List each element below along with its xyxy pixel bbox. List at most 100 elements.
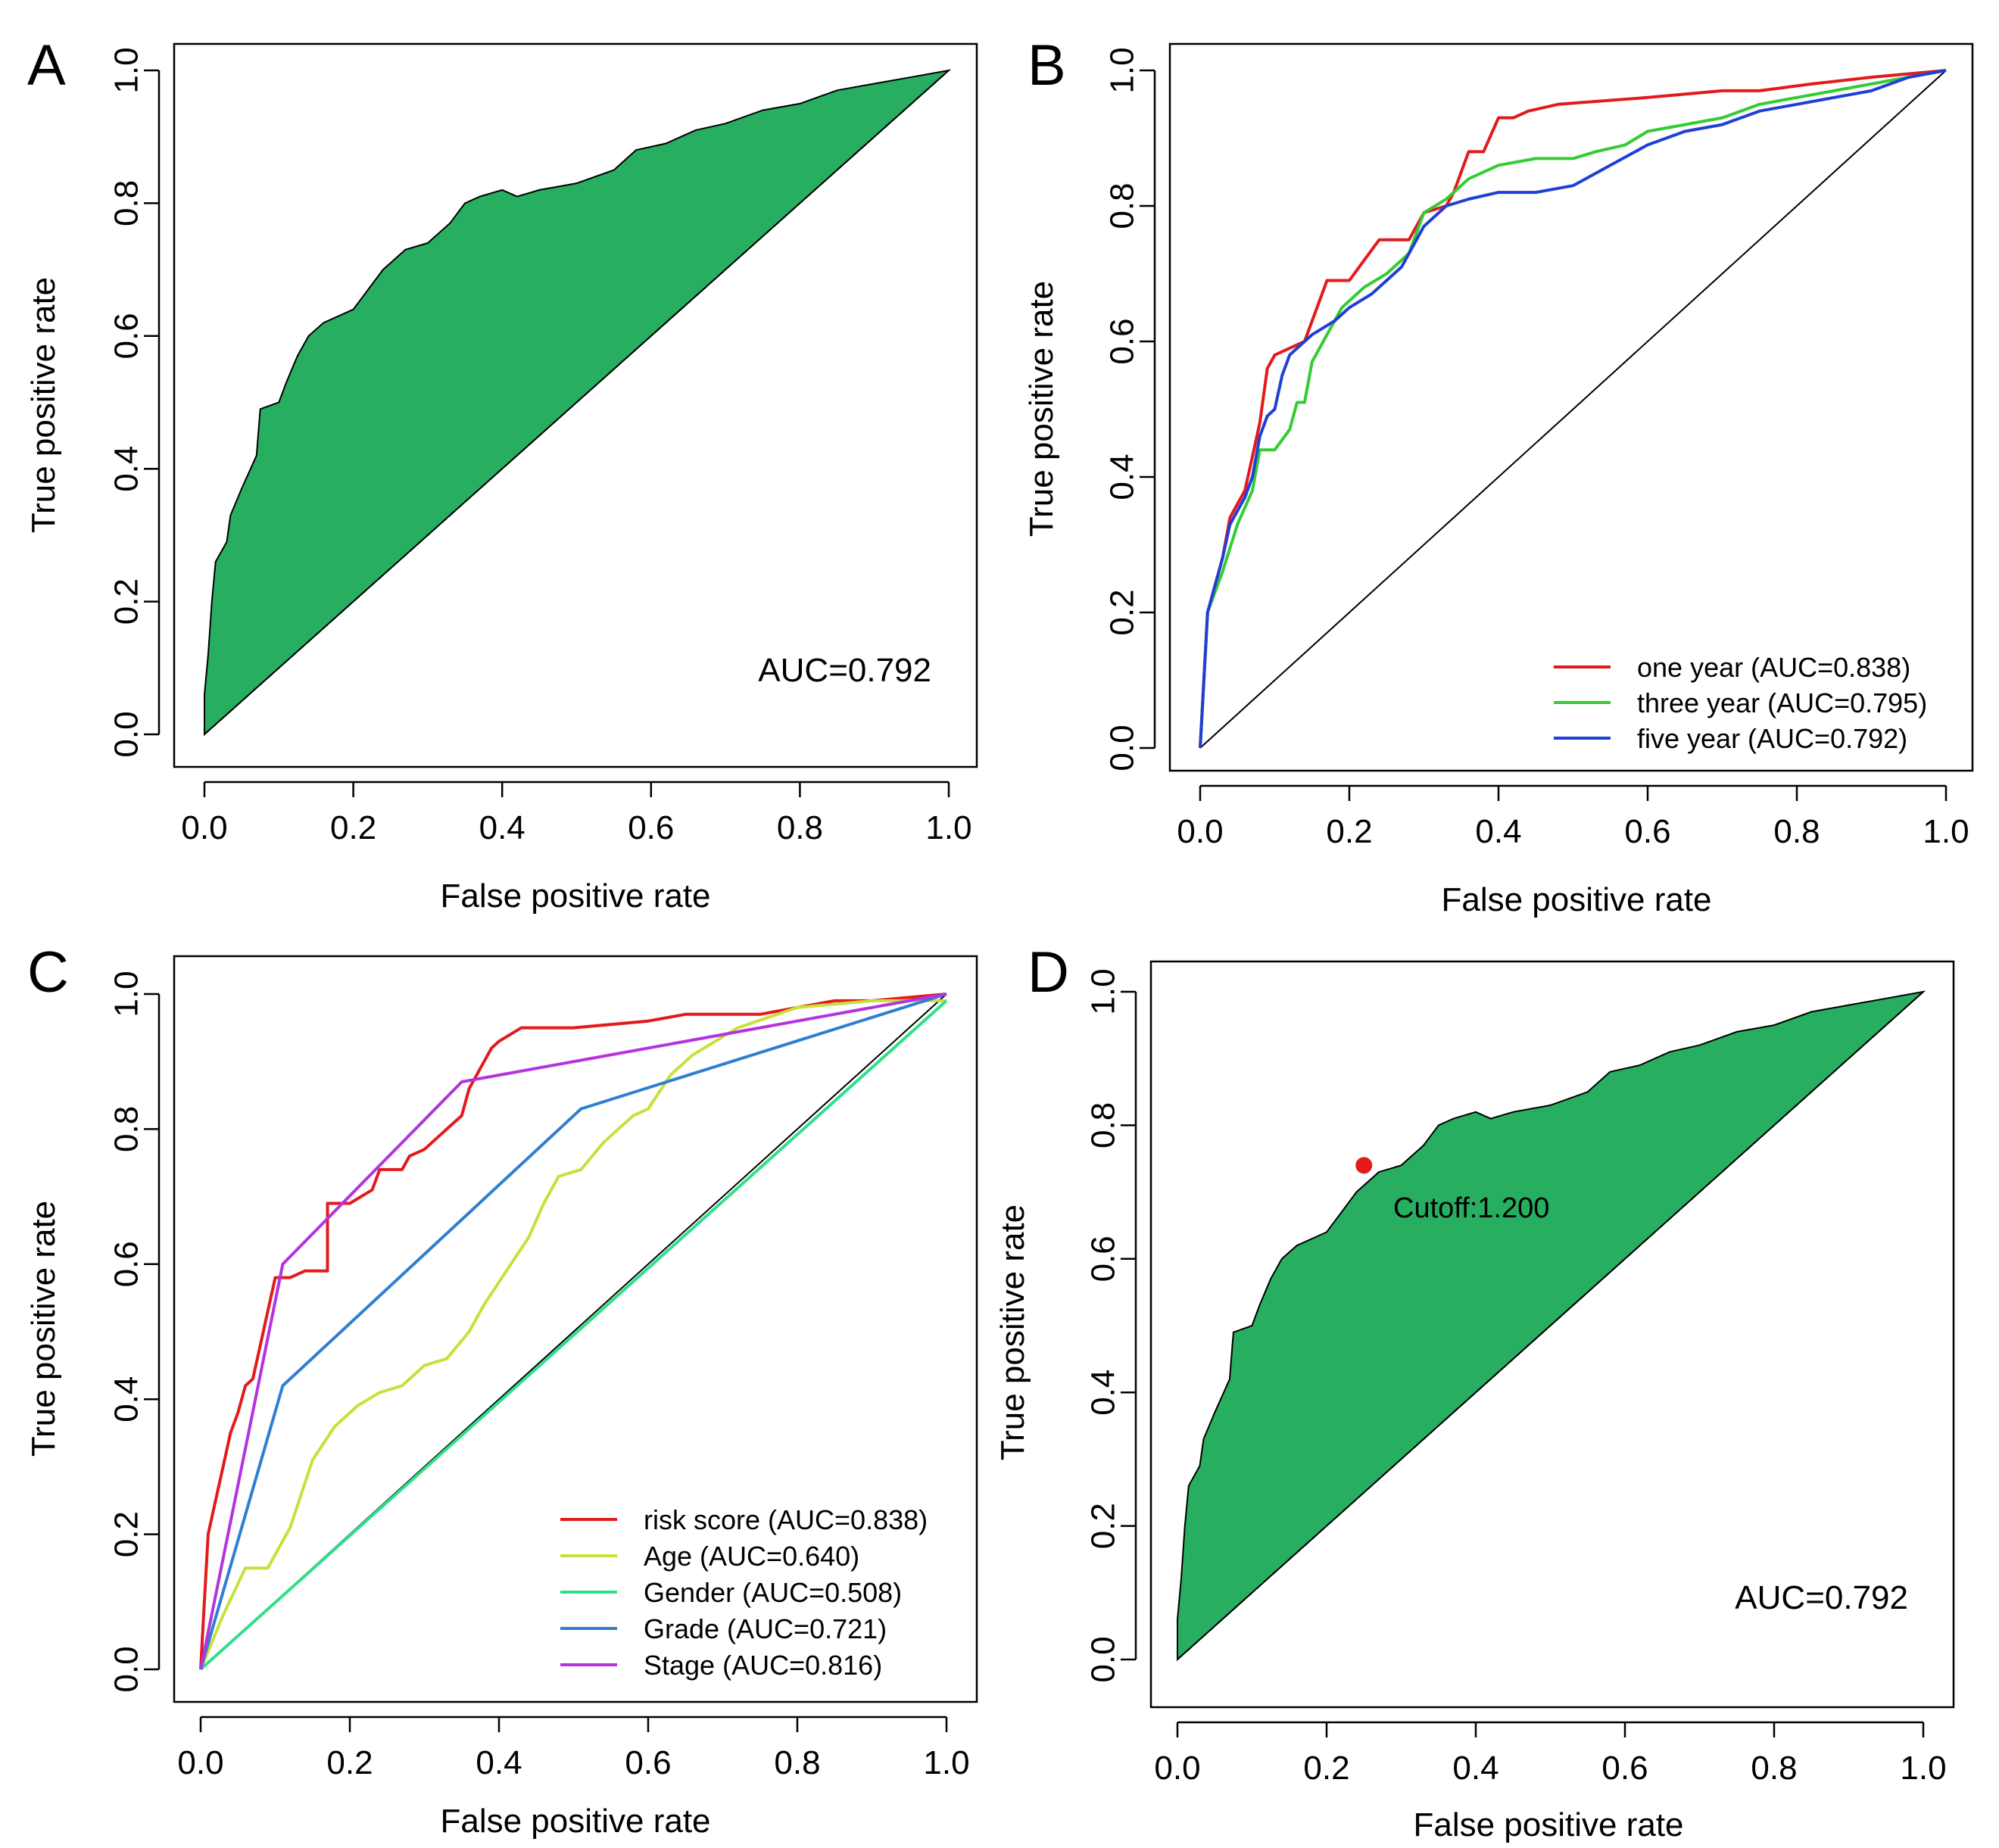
panel-a-y-tick-label: 0.8 xyxy=(108,180,145,226)
panel-a-y-tick-label: 1.0 xyxy=(108,47,145,93)
panel-b-series-3 xyxy=(1199,69,1947,749)
panel-c-y-tick-label: 1.0 xyxy=(108,971,145,1017)
panel-c-legend-text-5: Stage (AUC=0.816) xyxy=(644,1650,882,1681)
panel-b-y-tick-label: 0.6 xyxy=(1104,318,1141,364)
panel-b-x-tick-label: 0.8 xyxy=(1773,813,1820,850)
panel-b-diagonal xyxy=(1199,70,1947,749)
panel-c-x-tick-label: 1.0 xyxy=(923,1744,969,1781)
panel-b: B 0.0 0.2 0.4 0.6 0.8 1.0 0.00.20.40.60.81.0 … xyxy=(1023,33,1974,918)
panel-c-frame xyxy=(173,955,978,1703)
panel-b-plot xyxy=(1199,69,1947,749)
panel-d-frame xyxy=(1149,960,1955,1709)
panel-b-x-tick-label: 0.6 xyxy=(1624,813,1670,850)
panel-d-x-tick-label: 0.8 xyxy=(1751,1750,1797,1787)
panel-a-auc-label: AUC=0.792 xyxy=(758,652,931,689)
panel-b-y-tick-label: 1.0 xyxy=(1104,47,1141,93)
panel-a-xaxis: 0.0 0.2 0.4 0.6 0.8 1.0 xyxy=(181,781,972,846)
panel-a-x-tick-label: 0.8 xyxy=(777,809,823,846)
panel-b-series-1 xyxy=(1199,69,1947,749)
panel-d-y-tick-label: 0.0 xyxy=(1085,1636,1122,1682)
panel-c-ylabel: True positive rate xyxy=(25,1201,62,1457)
panel-a-y-tick-label: 0.2 xyxy=(108,578,145,625)
panel-d-x-tick-label: 0.0 xyxy=(1154,1750,1200,1787)
panel-b-legend: one year (AUC=0.838) three year (AUC=0.7… xyxy=(1554,652,1927,754)
panel-d-x-tick-label: 1.0 xyxy=(1900,1750,1946,1787)
panel-b-xaxis: 0.0 0.2 0.4 0.6 0.8 1.0 xyxy=(1177,784,1969,850)
panel-a-x-tick-label: 0.6 xyxy=(628,809,674,846)
panel-c-y-tick-label: 0.6 xyxy=(108,1241,145,1287)
panel-c-x-tick-label: 0.8 xyxy=(774,1744,820,1781)
panel-b-y-tick-label: 0.0 xyxy=(1104,725,1141,771)
panel-d-y-tick-label: 0.2 xyxy=(1085,1503,1122,1549)
panel-d-y-tick-label: 1.0 xyxy=(1085,968,1122,1014)
panel-a-diagonal xyxy=(204,70,950,735)
panel-b-legend-text-2: three year (AUC=0.795) xyxy=(1637,687,1927,718)
panel-c-letter: C xyxy=(27,940,69,1005)
panel-d-x-tick-label: 0.2 xyxy=(1303,1750,1349,1787)
panel-d: D 0.0 0.2 0.4 0.6 0.8 1.0 0.00.20.40.60.81.0 … xyxy=(994,940,1955,1843)
panel-a-x-tick-label: 0.2 xyxy=(330,809,376,846)
panel-d-auc-label: AUC=0.792 xyxy=(1735,1579,1908,1616)
panel-b-y-tick-label: 0.8 xyxy=(1104,182,1141,229)
panel-b-x-tick-label: 0.0 xyxy=(1177,813,1223,850)
panel-d-x-tick-label: 0.4 xyxy=(1452,1750,1498,1787)
panel-a-x-tick-label: 0.4 xyxy=(479,809,525,846)
panel-b-xlabel: False positive rate xyxy=(1441,881,1711,918)
panel-a-y-tick-label: 0.4 xyxy=(108,446,145,492)
panel-d-xlabel: False positive rate xyxy=(1413,1806,1683,1843)
panel-a-xlabel: False positive rate xyxy=(440,877,710,915)
panel-a-x-tick-label: 0.0 xyxy=(181,809,227,846)
panel-d-cutoff-label: Cutoff:1.200 xyxy=(1393,1192,1549,1224)
panel-c-legend-text-1: risk score (AUC=0.838) xyxy=(644,1504,928,1535)
panel-a-frame xyxy=(173,42,978,768)
panel-d-cutoff-point xyxy=(1355,1157,1373,1174)
panel-c-legend-text-2: Age (AUC=0.640) xyxy=(644,1541,859,1572)
panel-a-letter: A xyxy=(27,33,66,98)
panel-c-legend-text-3: Gender (AUC=0.508) xyxy=(644,1577,902,1608)
panel-d-plot xyxy=(1177,990,1926,1662)
panel-b-x-tick-label: 0.4 xyxy=(1475,813,1521,850)
panel-d-diagonal xyxy=(1177,991,1924,1660)
panel-c-series-4 xyxy=(199,993,947,1670)
panel-a: A 0.0 0.2 0.4 0.6 0.8 1.0 0.00.20.40.60.81.0 … xyxy=(25,33,978,915)
panel-c-x-tick-label: 0.2 xyxy=(326,1744,373,1781)
panel-c-yaxis: 0.0 0.2 0.4 0.6 0.8 1.0 xyxy=(108,971,161,1693)
panel-b-legend-text-3: five year (AUC=0.792) xyxy=(1637,723,1907,754)
panel-c-series-1 xyxy=(199,993,947,1670)
panel-d-x-tick-label: 0.6 xyxy=(1601,1750,1648,1787)
panel-c-series-5 xyxy=(199,993,947,1670)
panel-c-legend-text-4: Grade (AUC=0.721) xyxy=(644,1613,887,1644)
panel-c-y-tick-label: 0.2 xyxy=(108,1511,145,1557)
panel-b-letter: B xyxy=(1028,33,1066,98)
panel-d-yaxis: 0.0 0.2 0.4 0.6 0.8 1.0 xyxy=(1085,968,1137,1683)
panel-c-xlabel: False positive rate xyxy=(440,1803,710,1840)
panel-c-legend: risk score (AUC=0.838) Age (AUC=0.640) G… xyxy=(560,1504,928,1681)
panel-c-y-tick-label: 0.4 xyxy=(108,1376,145,1423)
panel-a-ylabel: True positive rate xyxy=(25,277,62,533)
panel-c-x-tick-label: 0.4 xyxy=(476,1744,522,1781)
panel-a-y-tick-label: 0.0 xyxy=(108,711,145,757)
panel-a-y-tick-label: 0.6 xyxy=(108,313,145,359)
panel-d-ylabel: True positive rate xyxy=(994,1204,1031,1460)
panel-d-letter: D xyxy=(1028,940,1069,1005)
panel-c: C 0.0 0.2 0.4 0.6 0.8 1.0 0.00.20.40.60.81.0 … xyxy=(25,940,978,1840)
panel-b-x-tick-label: 1.0 xyxy=(1923,813,1969,850)
panel-c-xaxis: 0.0 0.2 0.4 0.6 0.8 1.0 xyxy=(177,1716,970,1781)
panel-c-x-tick-label: 0.0 xyxy=(177,1744,223,1781)
panel-d-xaxis: 0.0 0.2 0.4 0.6 0.8 1.0 xyxy=(1154,1721,1947,1787)
panel-b-y-tick-label: 0.2 xyxy=(1104,589,1141,635)
panel-b-frame xyxy=(1168,42,1974,772)
panel-c-series-2 xyxy=(199,999,946,1670)
panel-b-y-tick-label: 0.4 xyxy=(1104,453,1141,500)
panel-c-x-tick-label: 0.6 xyxy=(625,1744,671,1781)
panel-d-y-tick-label: 0.8 xyxy=(1085,1102,1122,1148)
panel-c-y-tick-label: 0.8 xyxy=(108,1106,145,1152)
panel-b-x-tick-label: 0.2 xyxy=(1326,813,1372,850)
panel-a-yaxis: 0.0 0.2 0.4 0.6 0.8 1.0 xyxy=(108,47,161,758)
panel-a-plot xyxy=(204,69,952,737)
panel-b-yaxis: 0.0 0.2 0.4 0.6 0.8 1.0 xyxy=(1104,47,1156,771)
panel-c-y-tick-label: 0.0 xyxy=(108,1646,145,1692)
panel-d-y-tick-label: 0.6 xyxy=(1085,1236,1122,1282)
panel-c-plot xyxy=(199,993,948,1671)
